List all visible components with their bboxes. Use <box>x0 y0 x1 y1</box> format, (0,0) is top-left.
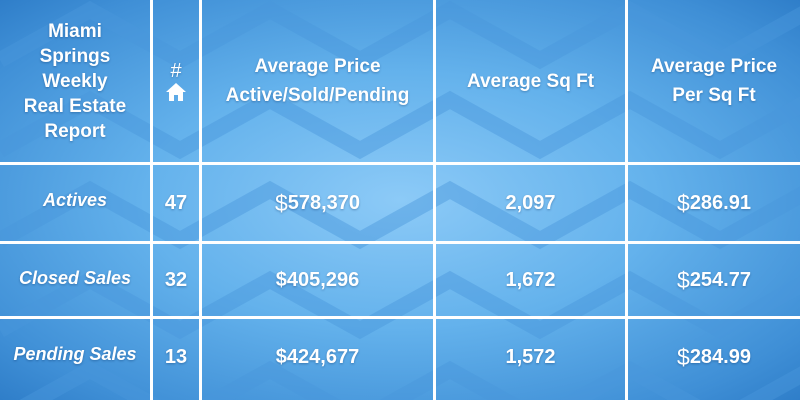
header-price-per-sqft: Average Price Per Sq Ft <box>628 0 800 162</box>
report-title-line: Springs <box>39 45 111 67</box>
avg-price-value: 578,370 <box>287 191 361 214</box>
count-closed-sales: 32 <box>164 268 188 291</box>
count-pending-sales: 13 <box>164 345 188 368</box>
avg-sqft-actives: 2,097 <box>505 191 556 214</box>
header-average-sqft: Average Sq Ft <box>436 0 625 162</box>
avg-price-pending-sales: $424,677 <box>202 319 433 395</box>
price-per-sqft-pending-sales: $284.99 <box>628 319 800 395</box>
price-per-sqft-closed-sales: $254.77 <box>628 244 800 316</box>
dollar-sign: $ <box>677 266 690 293</box>
grid-line-vertical <box>150 0 153 400</box>
report-title-line: Miami <box>48 20 102 42</box>
grid-line-vertical <box>625 0 628 400</box>
grid-line-horizontal <box>0 316 800 319</box>
count-actives: 47 <box>164 191 188 214</box>
header-average-sqft-label: Average Sq Ft <box>466 70 595 92</box>
row-label-pending-sales: Pending Sales <box>13 343 137 364</box>
price-per-sqft-value: 254.77 <box>689 268 751 291</box>
dollar-sign: $ <box>677 343 690 370</box>
header-price-per-sqft-line: Average Price <box>650 56 778 77</box>
dollar-sign: $ <box>275 268 287 291</box>
dollar-sign: $ <box>274 189 288 216</box>
grid-line-vertical <box>199 0 202 400</box>
price-per-sqft-value: 284.99 <box>689 345 751 368</box>
dollar-sign: $ <box>677 189 690 216</box>
row-label-closed-sales: Closed Sales <box>18 267 132 288</box>
avg-sqft-pending-sales: 1,572 <box>505 345 556 368</box>
header-average-price-line: Active/Sold/Pending <box>225 85 410 106</box>
header-count: # <box>153 0 199 162</box>
report-title-line: Weekly <box>42 70 108 92</box>
price-per-sqft-actives: $286.91 <box>628 165 800 241</box>
avg-price-value: 424,677 <box>286 345 360 368</box>
avg-price-closed-sales: $405,296 <box>202 244 433 316</box>
grid-line-horizontal <box>0 162 800 165</box>
avg-sqft-closed-sales: 1,672 <box>505 268 556 291</box>
header-average-price: Average Price Active/Sold/Pending <box>202 0 433 162</box>
header-price-per-sqft-line: Per Sq Ft <box>672 85 756 106</box>
count-hash: # <box>170 60 182 82</box>
row-label-actives: Actives <box>42 189 108 210</box>
price-per-sqft-value: 286.91 <box>689 191 751 214</box>
home-icon <box>166 83 186 101</box>
grid-line-horizontal <box>0 241 800 244</box>
dollar-sign: $ <box>275 345 287 368</box>
avg-price-actives: $578,370 <box>202 165 433 241</box>
report-title-line: Real Estate <box>23 95 127 117</box>
avg-price-value: 405,296 <box>286 268 360 291</box>
report-title: Miami Springs Weekly Real Estate Report <box>0 0 150 162</box>
header-average-price-line: Average Price <box>254 56 381 77</box>
grid-line-vertical <box>433 0 436 400</box>
report-title-line: Report <box>44 120 106 142</box>
